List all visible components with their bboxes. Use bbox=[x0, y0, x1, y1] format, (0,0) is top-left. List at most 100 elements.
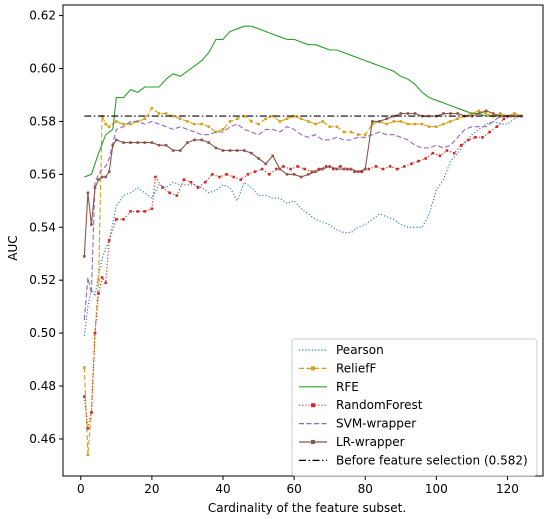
data-point bbox=[456, 117, 459, 121]
data-point bbox=[502, 117, 506, 121]
data-point bbox=[449, 120, 452, 123]
data-point bbox=[182, 178, 186, 181]
data-point bbox=[371, 120, 374, 123]
data-point bbox=[349, 130, 353, 134]
data-point bbox=[111, 143, 115, 147]
data-point bbox=[417, 159, 420, 163]
legend-label: Pearson bbox=[336, 343, 384, 357]
data-point bbox=[189, 180, 193, 184]
data-point bbox=[474, 136, 477, 139]
x-tick-label: 80 bbox=[358, 482, 373, 496]
data-point bbox=[388, 165, 392, 168]
data-point bbox=[200, 122, 203, 126]
x-tick-label: 60 bbox=[286, 482, 301, 496]
data-point bbox=[499, 112, 502, 115]
data-point bbox=[122, 122, 125, 126]
data-point bbox=[207, 125, 211, 129]
data-point bbox=[143, 141, 147, 144]
x-tick-label: 20 bbox=[144, 482, 159, 496]
data-point bbox=[367, 167, 371, 171]
data-point bbox=[157, 112, 161, 115]
data-point bbox=[100, 276, 104, 279]
data-point bbox=[307, 120, 310, 123]
data-point bbox=[399, 120, 403, 123]
data-point bbox=[179, 117, 182, 121]
data-point bbox=[264, 117, 267, 121]
data-point bbox=[275, 167, 278, 171]
data-point bbox=[200, 138, 203, 142]
data-point bbox=[150, 141, 154, 144]
legend-label: Before feature selection (0.582) bbox=[336, 453, 528, 467]
series-3 bbox=[84, 25, 522, 178]
data-point bbox=[157, 143, 161, 147]
data-point bbox=[484, 109, 488, 113]
data-point bbox=[445, 149, 449, 152]
data-point bbox=[310, 170, 314, 174]
legend-marker bbox=[311, 366, 315, 371]
data-point bbox=[164, 143, 168, 147]
data-point bbox=[107, 170, 111, 174]
data-point bbox=[374, 165, 378, 168]
data-point bbox=[136, 141, 139, 144]
data-point bbox=[221, 128, 225, 131]
data-point bbox=[97, 292, 100, 295]
legend-entry: RFE bbox=[299, 380, 359, 394]
data-point bbox=[83, 366, 86, 369]
y-tick-label: 0.52 bbox=[29, 273, 56, 287]
x-tick-label: 0 bbox=[77, 482, 85, 496]
data-point bbox=[186, 141, 189, 144]
legend-entry: RandomForest bbox=[299, 398, 423, 412]
data-point bbox=[107, 239, 111, 242]
x-tick-label: 120 bbox=[496, 482, 519, 496]
data-point bbox=[150, 106, 154, 110]
legend: Pearson ReliefF RFE RandomForest SVM-wrapper… bbox=[291, 338, 538, 477]
data-point bbox=[321, 167, 324, 171]
data-point bbox=[399, 112, 403, 115]
legend-label: LR-wrapper bbox=[336, 435, 405, 449]
data-point bbox=[413, 112, 417, 115]
data-point bbox=[90, 223, 93, 226]
data-point bbox=[239, 178, 243, 181]
data-point bbox=[488, 130, 491, 134]
data-point bbox=[100, 175, 104, 179]
data-point bbox=[413, 122, 417, 126]
legend-entry: LR-wrapper bbox=[299, 435, 405, 449]
data-point bbox=[392, 114, 395, 118]
data-point bbox=[360, 170, 363, 174]
data-point bbox=[328, 165, 331, 168]
data-point bbox=[90, 411, 93, 414]
data-point bbox=[342, 167, 346, 171]
data-point bbox=[93, 331, 97, 335]
y-tick-label: 0.60 bbox=[29, 62, 56, 76]
data-point bbox=[459, 143, 463, 147]
data-point bbox=[171, 114, 175, 118]
data-point bbox=[328, 125, 331, 129]
data-point bbox=[186, 120, 189, 123]
legend-marker bbox=[311, 440, 315, 444]
data-point bbox=[104, 175, 107, 179]
data-point bbox=[356, 133, 360, 136]
data-point bbox=[203, 180, 207, 184]
y-tick-label: 0.54 bbox=[29, 220, 56, 234]
data-point bbox=[395, 167, 399, 171]
data-point bbox=[491, 112, 495, 115]
data-point bbox=[381, 167, 385, 171]
data-point bbox=[456, 112, 459, 115]
data-point bbox=[420, 122, 424, 126]
data-point bbox=[161, 186, 164, 189]
data-point bbox=[278, 120, 282, 123]
data-point bbox=[495, 125, 499, 129]
data-point bbox=[104, 281, 107, 285]
data-point bbox=[392, 120, 395, 123]
data-point bbox=[292, 173, 296, 176]
data-point bbox=[122, 218, 125, 221]
data-point bbox=[481, 136, 484, 139]
y-tick-label: 0.56 bbox=[29, 167, 56, 181]
data-point bbox=[150, 207, 154, 211]
data-point bbox=[299, 175, 303, 179]
data-point bbox=[211, 173, 214, 176]
data-point bbox=[282, 165, 285, 168]
legend-box bbox=[291, 338, 538, 477]
data-point bbox=[250, 120, 253, 123]
